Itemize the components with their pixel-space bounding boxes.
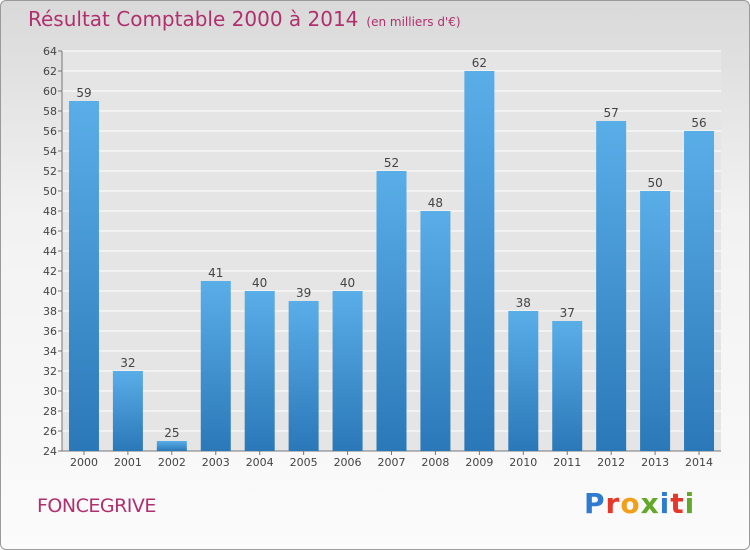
chart-title: Résultat Comptable 2000 à 2014 xyxy=(28,7,359,31)
logo-letter: x xyxy=(640,487,660,520)
axes: 24 26 28 30 32 34 36 38 40 42 44 46 48 50 52 54 56 58 60 62… xyxy=(43,45,721,469)
x-tick-label: 2006 xyxy=(334,456,362,469)
x-tick-label: 2005 xyxy=(290,456,318,469)
y-tick-label: 30 xyxy=(43,385,57,398)
y-tick-label: 60 xyxy=(43,85,57,98)
y-tick-label: 34 xyxy=(43,345,57,358)
chart-title-block: Résultat Comptable 2000 à 2014 (en millie… xyxy=(28,7,461,31)
x-tick-label: 2007 xyxy=(378,456,406,469)
y-tick-label: 40 xyxy=(43,285,57,298)
data-label: 62 xyxy=(472,56,487,70)
data-label: 52 xyxy=(384,156,399,170)
x-tick-label: 2003 xyxy=(202,456,230,469)
data-label: 32 xyxy=(120,356,135,370)
logo-letter: t xyxy=(670,487,685,520)
data-label: 59 xyxy=(76,86,91,100)
y-tick-label: 58 xyxy=(43,105,57,118)
bar xyxy=(684,131,715,451)
x-tick-label: 2011 xyxy=(553,456,581,469)
x-tick-label: 2001 xyxy=(114,456,142,469)
y-tick-label: 54 xyxy=(43,145,57,158)
logo-letter: i xyxy=(684,487,696,520)
bars xyxy=(68,71,715,451)
logo-letter: r xyxy=(605,487,621,520)
data-label: 40 xyxy=(340,276,355,290)
y-tick-label: 24 xyxy=(43,445,57,458)
x-tick-label: 2010 xyxy=(509,456,537,469)
data-label: 25 xyxy=(164,426,179,440)
bar xyxy=(200,281,231,451)
data-labels: 59 32 25 41 40 39 40 52 48 62 38 37 57 50 56 xyxy=(76,56,706,440)
bar xyxy=(156,441,187,451)
logo-letter: o xyxy=(620,487,641,520)
bar xyxy=(552,321,583,451)
x-tick-label: 2000 xyxy=(70,456,98,469)
proxiti-logo: Proxiti xyxy=(584,487,695,520)
bar xyxy=(596,121,627,451)
bar xyxy=(508,311,539,451)
data-label: 57 xyxy=(604,106,619,120)
x-tick-label: 2009 xyxy=(465,456,493,469)
x-tick-label: 2014 xyxy=(685,456,713,469)
bar xyxy=(640,191,671,451)
bar xyxy=(376,171,407,451)
data-label: 48 xyxy=(428,196,443,210)
y-tick-label: 56 xyxy=(43,125,57,138)
y-tick-label: 28 xyxy=(43,405,57,418)
data-label: 41 xyxy=(208,266,223,280)
data-label: 39 xyxy=(296,286,311,300)
bar xyxy=(332,291,363,451)
x-tick-label: 2013 xyxy=(641,456,669,469)
y-tick-label: 36 xyxy=(43,325,57,338)
x-tick-label: 2002 xyxy=(158,456,186,469)
y-tick-label: 62 xyxy=(43,65,57,78)
bar xyxy=(68,101,99,451)
bar xyxy=(420,211,451,451)
y-tick-label: 50 xyxy=(43,185,57,198)
data-label: 37 xyxy=(560,306,575,320)
unit-note: (en milliers d'€) xyxy=(366,15,461,29)
y-tick-label: 44 xyxy=(43,245,57,258)
logo-letter: P xyxy=(584,487,606,520)
y-tick-label: 32 xyxy=(43,365,57,378)
commune-name: FONCEGRIVE xyxy=(37,495,156,517)
y-tick-label: 52 xyxy=(43,165,57,178)
bar xyxy=(464,71,495,451)
data-label: 50 xyxy=(647,176,662,190)
x-tick-label: 2012 xyxy=(597,456,625,469)
bar xyxy=(244,291,275,451)
y-tick-label: 48 xyxy=(43,205,57,218)
logo-letter: i xyxy=(659,487,671,520)
x-tick-label: 2008 xyxy=(421,456,449,469)
x-tick-label: 2004 xyxy=(246,456,274,469)
y-tick-label: 46 xyxy=(43,225,57,238)
bar xyxy=(112,371,143,451)
y-tick-label: 26 xyxy=(43,425,57,438)
y-tick-label: 38 xyxy=(43,305,57,318)
bar xyxy=(288,301,319,451)
data-label: 56 xyxy=(691,116,706,130)
y-tick-label: 64 xyxy=(43,45,57,58)
y-tick-label: 42 xyxy=(43,265,57,278)
data-label: 38 xyxy=(516,296,531,310)
data-label: 40 xyxy=(252,276,267,290)
